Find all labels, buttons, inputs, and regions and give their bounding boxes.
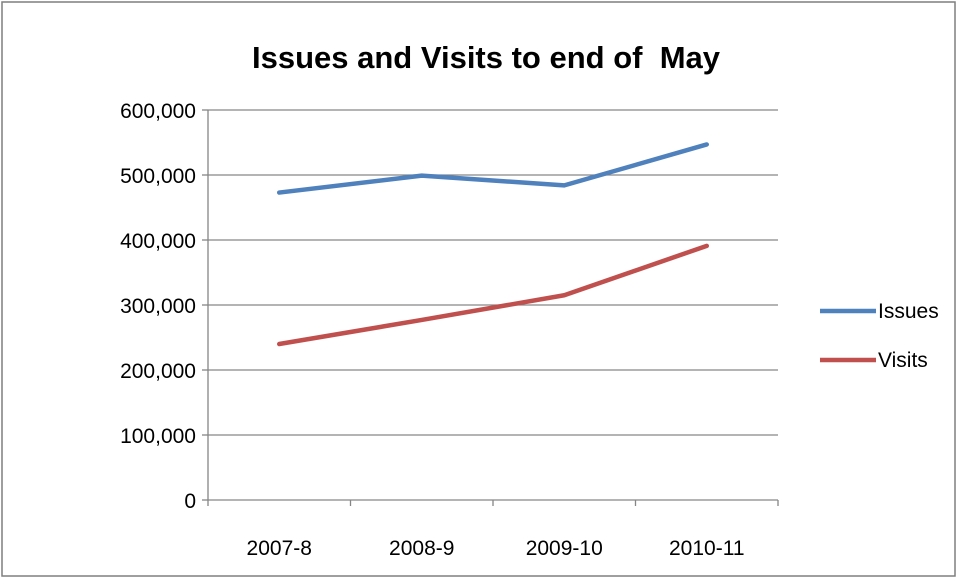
y-tick-label: 200,000 <box>120 360 196 383</box>
y-tick-label: 400,000 <box>120 230 196 253</box>
legend-label: Issues <box>878 300 939 323</box>
y-tick-label: 100,000 <box>120 425 196 448</box>
y-tick-label: 0 <box>184 490 196 513</box>
x-tick-label: 2007-8 <box>247 537 312 560</box>
x-tick-label: 2010-11 <box>669 537 745 560</box>
y-tick-label: 500,000 <box>120 165 196 188</box>
y-tick-label: 300,000 <box>120 295 196 318</box>
chart-title: Issues and Visits to end of May <box>252 40 721 75</box>
y-tick-label: 600,000 <box>120 100 196 123</box>
legend-label: Visits <box>878 349 928 372</box>
x-tick-label: 2009-10 <box>526 537 603 560</box>
x-tick-label: 2008-9 <box>389 537 454 560</box>
